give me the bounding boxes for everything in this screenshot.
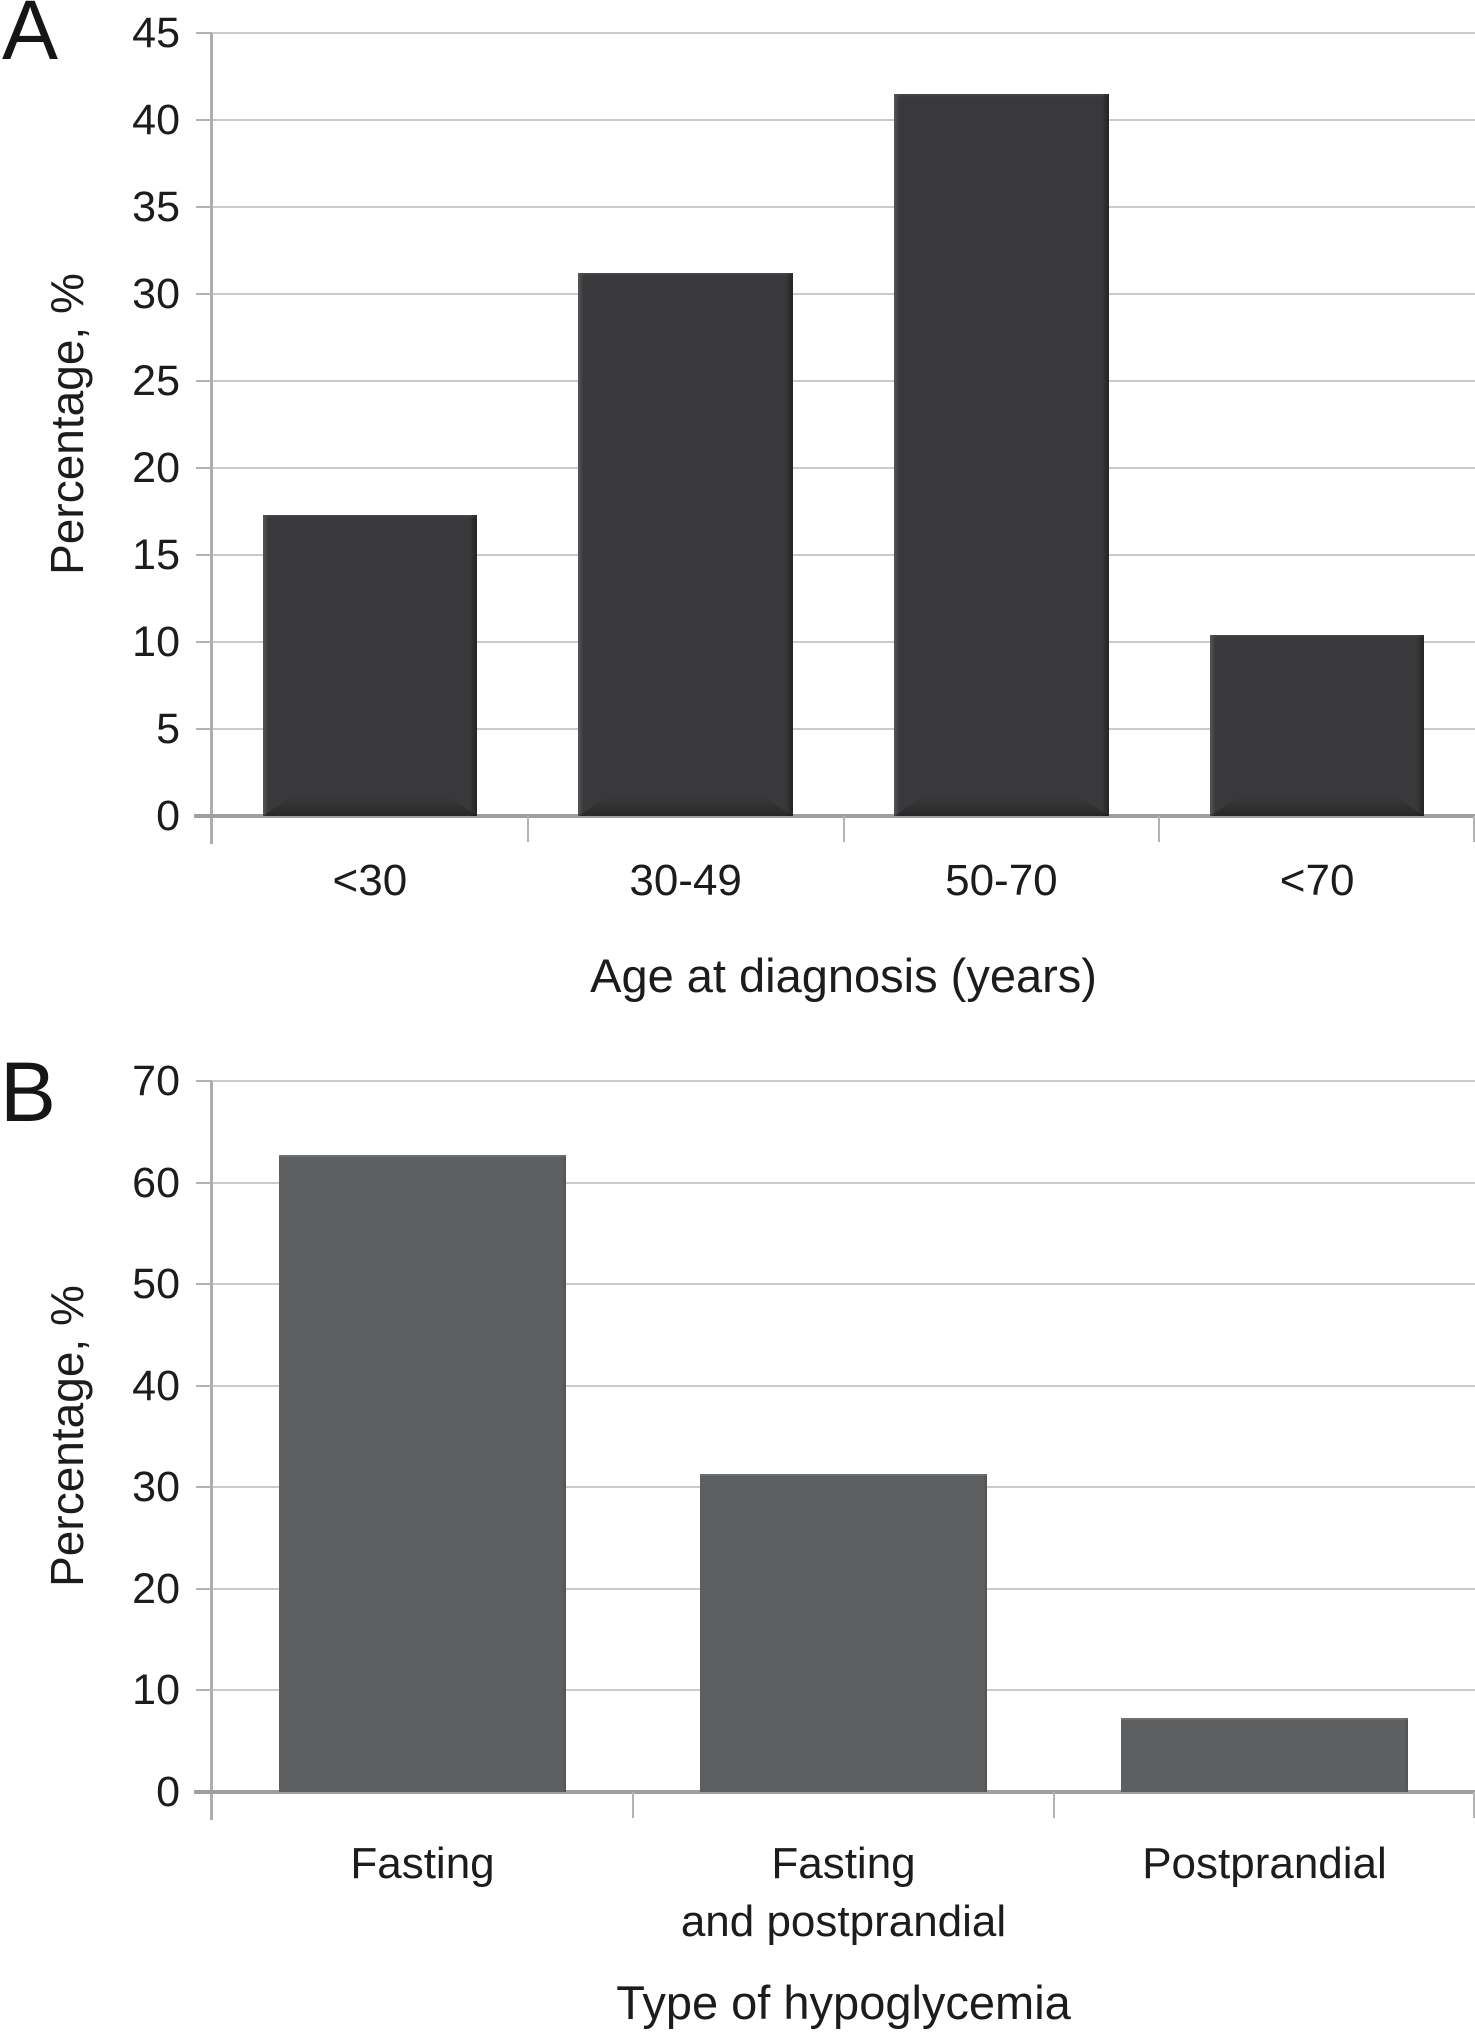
- y-tick-label-70: 70: [132, 1057, 180, 1105]
- y-tick-label-40: 40: [132, 96, 180, 144]
- gridline-35: [212, 206, 1475, 208]
- y-tick-mark-60: [196, 1181, 212, 1184]
- y-tick-label-20: 20: [132, 444, 180, 492]
- gridline-60: [212, 1181, 1475, 1184]
- y-tick-label-30: 30: [132, 270, 180, 318]
- panel-b-y-axis-title: Percentage, %: [41, 1285, 93, 1587]
- bar-<70: [1209, 635, 1425, 816]
- y-tick-label-0: 0: [156, 792, 180, 840]
- panel-b-plot-area: [194, 1080, 1475, 1820]
- gridline-10: [212, 641, 1475, 643]
- panel-a-plot-area: [194, 32, 1475, 844]
- panel-b-x-axis-title: Type of hypoglycemia: [616, 1976, 1071, 2029]
- x-axis-tick-2: [1053, 1792, 1055, 1818]
- y-tick-mark-20: [196, 1587, 212, 1590]
- x-category-label-2: 50-70: [945, 856, 1058, 905]
- y-tick-mark-40: [196, 1384, 212, 1387]
- x-category-label-3: <70: [1279, 856, 1355, 905]
- y-tick-label-60: 60: [132, 1158, 180, 1207]
- gridline-50: [212, 1283, 1475, 1286]
- gridline-40: [212, 119, 1475, 121]
- gridline-25: [212, 380, 1475, 382]
- y-tick-label-10: 10: [132, 618, 180, 666]
- x-axis-tick-3: [1158, 816, 1161, 842]
- gridline-45: [212, 32, 1475, 34]
- y-tick-label-35: 35: [132, 183, 180, 231]
- y-tick-mark-35: [196, 206, 212, 208]
- gridline-20: [212, 467, 1475, 469]
- y-tick-label-15: 15: [132, 531, 180, 579]
- y-tick-label-5: 5: [156, 705, 180, 753]
- bar-Postprandial: [1121, 1717, 1408, 1792]
- y-tick-label-0: 0: [156, 1768, 180, 1816]
- x-category-label-0: <30: [332, 856, 408, 905]
- x-axis-tick-right: [1473, 816, 1475, 842]
- y-tick-mark-30: [196, 1486, 212, 1489]
- panel-a-x-axis-title: Age at diagnosis (years): [590, 949, 1097, 1002]
- x-axis-tick-right: [1473, 1792, 1475, 1818]
- y-tick-mark-40: [196, 119, 212, 121]
- x-axis-line: [194, 1790, 1475, 1794]
- bar-50-70: [894, 93, 1109, 816]
- y-tick-mark-50: [196, 1283, 212, 1286]
- gridline-40: [212, 1384, 1475, 1387]
- y-tick-mark-30: [196, 293, 212, 295]
- panel-a-y-axis-title: Percentage, %: [41, 273, 93, 575]
- x-category-label-0: Fasting: [350, 1839, 495, 1888]
- y-tick-mark-70: [196, 1080, 212, 1082]
- gridline-5: [212, 728, 1475, 730]
- y-tick-label-25: 25: [132, 357, 180, 405]
- y-tick-label-45: 45: [132, 9, 180, 57]
- gridline-70: [212, 1080, 1475, 1082]
- x-axis-line: [194, 814, 1475, 818]
- x-category-label-1: 30-49: [629, 856, 742, 905]
- x-axis-tick-1: [526, 816, 529, 842]
- bar-Fasting: [279, 1155, 566, 1792]
- y-tick-label-40: 40: [132, 1361, 180, 1410]
- y-tick-mark-10: [196, 641, 212, 643]
- gridline-30: [212, 293, 1475, 295]
- y-tick-label-10: 10: [132, 1666, 180, 1715]
- y-axis-line: [210, 1081, 213, 1820]
- y-tick-mark-10: [196, 1689, 212, 1692]
- panel-b-letter: B: [0, 1045, 57, 1139]
- y-tick-mark-15: [196, 554, 212, 556]
- y-tick-label-50: 50: [132, 1260, 180, 1309]
- x-axis-tick-1: [632, 1792, 634, 1818]
- x-category-label-2: Postprandial: [1142, 1839, 1387, 1888]
- y-tick-label-20: 20: [132, 1564, 180, 1613]
- bar-Fasting-and-postprandial: [700, 1474, 987, 1792]
- y-tick-mark-20: [196, 467, 212, 469]
- panel-a-letter: A: [2, 0, 59, 77]
- x-axis-tick-2: [842, 816, 845, 842]
- y-tick-mark-45: [196, 32, 212, 34]
- y-axis-line: [210, 33, 213, 844]
- y-tick-mark-5: [196, 728, 212, 730]
- gridline-15: [212, 554, 1475, 556]
- x-category-label-1: Fasting and postprandial: [680, 1839, 1007, 1947]
- bar-<30: [262, 514, 478, 816]
- y-tick-label-30: 30: [132, 1463, 180, 1512]
- y-tick-mark-25: [196, 380, 212, 382]
- bar-30-49: [578, 273, 793, 816]
